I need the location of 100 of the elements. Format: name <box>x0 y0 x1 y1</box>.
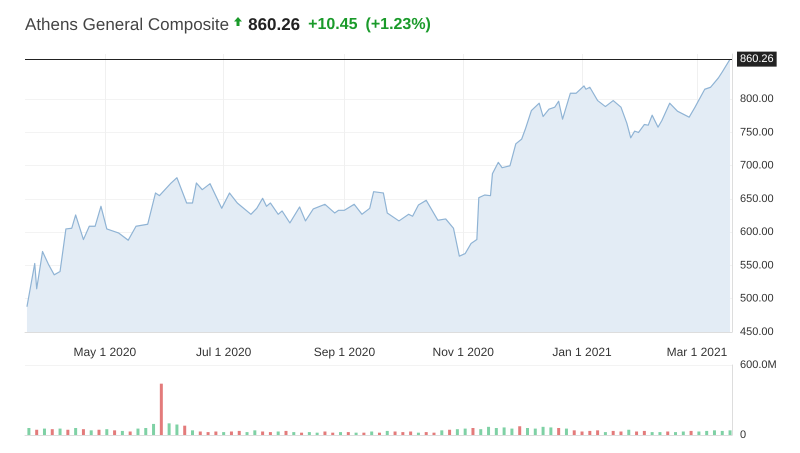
bar <box>394 432 397 435</box>
x-tick-label: Jan 1 2021 <box>552 345 612 359</box>
bar <box>728 430 732 435</box>
x-tick-label: Sep 1 2020 <box>314 345 376 359</box>
bar <box>74 428 78 435</box>
bar <box>58 428 62 435</box>
x-tick-label: Nov 1 2020 <box>432 345 494 359</box>
bar <box>175 424 178 435</box>
bar <box>697 432 700 435</box>
bar <box>518 426 522 435</box>
y-tick-label: 700.00 <box>740 160 774 172</box>
bar <box>534 428 537 435</box>
x-tick-label: May 1 2020 <box>73 345 137 359</box>
bar <box>308 432 311 435</box>
y-tick-label: 750.00 <box>740 126 774 138</box>
bar <box>183 426 186 435</box>
bar <box>276 432 280 435</box>
bar <box>246 432 249 435</box>
bar <box>642 430 646 435</box>
bar <box>206 432 210 435</box>
bar <box>557 428 560 435</box>
bar <box>113 430 116 435</box>
bar <box>604 432 607 435</box>
bar <box>128 432 132 435</box>
bar <box>214 432 218 435</box>
bar <box>292 432 296 435</box>
bar <box>471 428 474 435</box>
bar <box>98 430 101 435</box>
bar <box>712 430 716 435</box>
bar <box>549 427 552 435</box>
y-tick-label: 550.00 <box>740 259 774 272</box>
bar <box>674 432 678 435</box>
bar <box>50 429 54 435</box>
bar <box>542 426 545 435</box>
bar <box>253 430 256 435</box>
bar <box>160 384 163 435</box>
bar <box>479 429 482 435</box>
bar <box>230 432 233 435</box>
bar <box>27 428 30 435</box>
y-tick-label: 450.00 <box>740 326 774 338</box>
bar <box>152 424 156 435</box>
ref-line-label: 860.26 <box>740 53 774 66</box>
bar <box>136 428 140 435</box>
bar <box>650 432 654 435</box>
bar <box>346 432 350 435</box>
x-tick-label: Mar 1 2021 <box>666 345 728 359</box>
text: 860.26 <box>248 15 300 35</box>
y-tick-label: 600.0M <box>740 359 777 371</box>
y-tick-label: 600.00 <box>740 226 774 238</box>
bar <box>572 430 576 435</box>
bar <box>526 428 529 435</box>
bar <box>268 432 272 435</box>
bar <box>464 428 467 435</box>
chart-title: Athens General Composite <box>25 15 230 35</box>
bar <box>666 432 670 435</box>
bar <box>596 430 600 435</box>
bar <box>510 428 514 435</box>
bar <box>238 430 241 435</box>
bar <box>42 428 46 435</box>
bar <box>401 432 404 435</box>
bar <box>564 428 568 435</box>
bar <box>144 428 148 435</box>
bar <box>658 432 662 435</box>
y-tick-label: 0 <box>740 429 746 441</box>
bar <box>448 430 452 435</box>
bar <box>386 430 389 435</box>
bar <box>261 432 264 435</box>
bar <box>424 432 428 435</box>
bar <box>705 430 708 435</box>
bar <box>35 430 38 435</box>
bar <box>682 432 685 435</box>
bar <box>284 430 288 435</box>
bar <box>494 428 498 435</box>
y-tick-label: 800.00 <box>740 93 774 106</box>
bar <box>370 432 374 435</box>
text: +10.45 <box>308 16 358 34</box>
bar <box>409 432 412 435</box>
y-tick-label: 650.00 <box>740 192 774 205</box>
bar <box>66 430 70 435</box>
bar <box>627 430 630 435</box>
bar <box>440 430 444 435</box>
bar <box>635 432 638 435</box>
bar <box>502 427 506 435</box>
y-tick-label: 500.00 <box>740 292 774 305</box>
bar <box>339 432 342 435</box>
bar <box>456 429 459 435</box>
bar <box>120 430 124 435</box>
text: (+1.23%) <box>366 16 431 34</box>
bar <box>105 429 108 435</box>
x-tick-label: Jul 1 2020 <box>196 345 252 359</box>
bar <box>168 423 171 435</box>
bar <box>222 432 226 435</box>
bar <box>619 432 622 435</box>
bar <box>612 430 615 435</box>
bar <box>690 430 693 435</box>
bar <box>487 426 490 435</box>
bar <box>82 429 85 435</box>
bar <box>191 430 194 435</box>
bar <box>323 432 326 435</box>
bar <box>580 432 584 435</box>
